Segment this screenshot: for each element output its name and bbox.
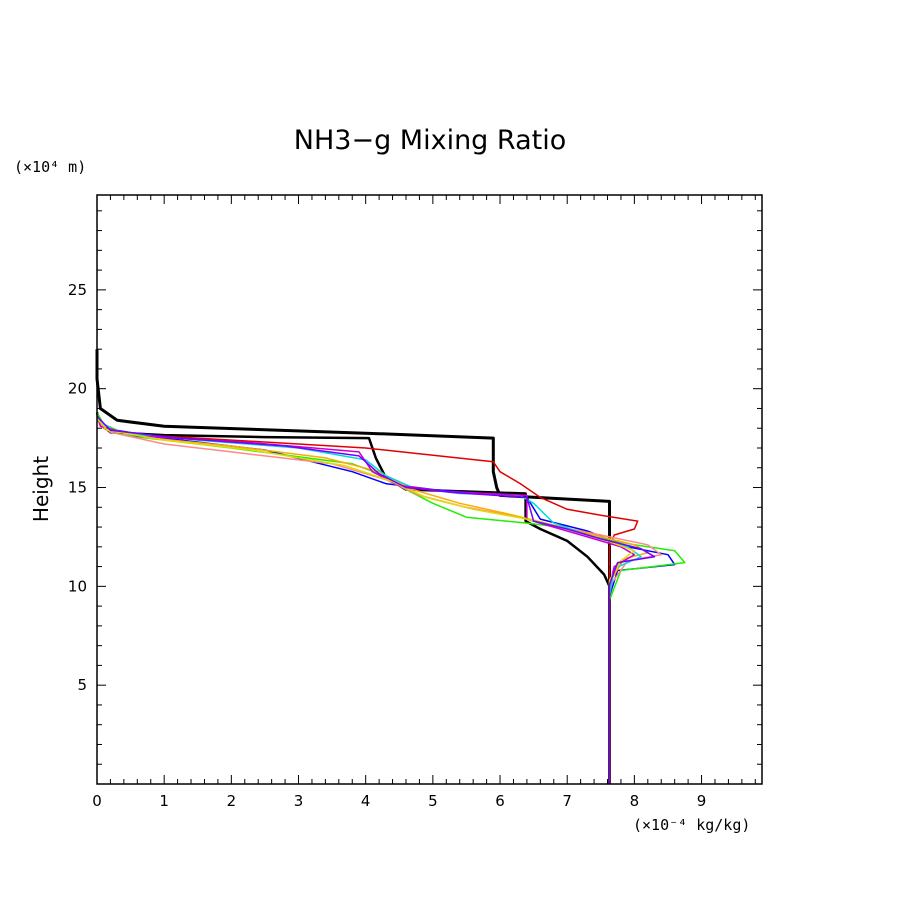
x-tick-label: 5 [428, 792, 438, 810]
y-tick-label: 15 [68, 479, 87, 497]
x-tick-label: 2 [227, 792, 237, 810]
series-line-profile-orange [96, 417, 649, 784]
x-tick-label: 7 [562, 792, 572, 810]
series-line-profile-black-upper [95, 349, 611, 784]
y-tick-label: 25 [68, 281, 87, 299]
series-line-profile-red [96, 416, 639, 607]
x-tick-label: 4 [361, 792, 371, 810]
y-tick-label: 5 [77, 676, 87, 694]
y-axis-label: Height [29, 456, 53, 522]
x-tick-label: 3 [294, 792, 304, 810]
series-line-profile-yellow [96, 417, 636, 784]
x-tick-label: 9 [697, 792, 707, 810]
x-tick-label: 0 [92, 792, 102, 810]
tick-layer: 0 1 2 3 4 5 6 7 8 9 5 10 15 20 25 [68, 195, 762, 810]
y-axis-unit: (×10⁴ m) [14, 158, 86, 176]
x-tick-label: 8 [630, 792, 640, 810]
plot-frame [96, 194, 763, 785]
y-tick-label: 20 [68, 380, 87, 398]
x-tick-label: 1 [159, 792, 169, 810]
x-axis-unit: (×10⁻⁴ kg/kg) [633, 816, 750, 834]
chart-title: NH3−g Mixing Ratio [294, 125, 566, 156]
y-tick-label: 10 [68, 577, 87, 595]
x-tick-label: 6 [495, 792, 505, 810]
series-layer [95, 349, 686, 784]
series-line-profile-purple [96, 415, 656, 784]
